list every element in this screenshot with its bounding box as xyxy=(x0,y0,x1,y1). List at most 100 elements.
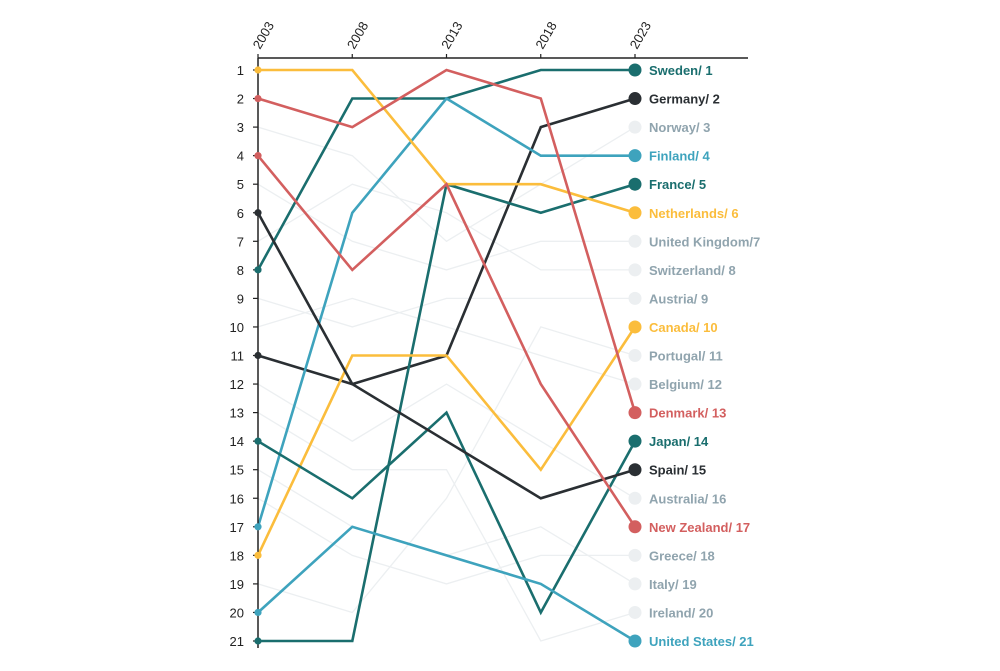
start-point-germany xyxy=(254,351,262,360)
start-point-sweden xyxy=(254,266,262,274)
end-point-new-zealand xyxy=(628,520,642,534)
y-tick-label: 11 xyxy=(231,349,245,364)
y-tick-label: 20 xyxy=(230,605,244,620)
highlighted-series-lines xyxy=(256,68,637,643)
start-point-spain xyxy=(254,209,262,217)
series-line-norway xyxy=(257,126,636,243)
series-line-united-kingdom xyxy=(257,183,635,271)
y-tick-label: 7 xyxy=(237,234,244,249)
end-point-portugal xyxy=(628,349,642,362)
series-points xyxy=(254,63,642,648)
series-line-denmark xyxy=(257,68,637,413)
y-tick-label: 13 xyxy=(230,406,244,421)
x-tick-label: 2018 xyxy=(532,19,559,52)
y-tick-label: 2 xyxy=(237,92,244,107)
series-line-ireland xyxy=(257,412,636,642)
end-label-italy: Italy/ 19 xyxy=(649,577,697,592)
y-tick-label: 12 xyxy=(230,377,244,392)
series-line-finland xyxy=(256,96,635,528)
end-point-belgium xyxy=(628,377,642,391)
x-tick-label: 2013 xyxy=(438,19,465,52)
end-label-portugal: Portugal/ 11 xyxy=(649,349,723,364)
start-point-canada xyxy=(254,551,262,559)
y-tick-label: 17 xyxy=(230,520,244,535)
end-point-germany xyxy=(628,92,642,106)
y-tick-label: 21 xyxy=(230,634,244,649)
end-label-sweden: Sweden/ 1 xyxy=(649,63,713,78)
start-point-finland xyxy=(254,523,262,531)
y-tick-label: 18 xyxy=(230,548,244,563)
end-label-australia: Australia/ 16 xyxy=(649,491,726,506)
series-line-japan xyxy=(257,410,637,616)
y-tick-label: 19 xyxy=(230,577,244,592)
end-label-denmark: Denmark/ 13 xyxy=(649,406,726,421)
series-line-portugal xyxy=(257,326,636,614)
series-line-united-states xyxy=(257,525,636,643)
end-point-finland xyxy=(628,149,642,163)
end-point-austria xyxy=(628,291,642,305)
end-point-united-states xyxy=(628,634,642,648)
end-point-canada xyxy=(628,320,642,334)
series-line-spain xyxy=(256,212,636,500)
series-line-belgium xyxy=(257,297,636,385)
end-label-new-zealand: New Zealand/ 17 xyxy=(649,520,750,535)
series-line-netherlands xyxy=(258,68,636,215)
series-line-switzerland xyxy=(257,183,635,271)
series-line-greece xyxy=(257,497,635,585)
end-point-sweden xyxy=(628,63,642,77)
x-tick-label: 2023 xyxy=(627,19,654,52)
end-point-italy xyxy=(628,577,642,591)
end-point-spain xyxy=(628,463,642,477)
end-label-japan: Japan/ 14 xyxy=(649,434,709,449)
start-point-japan xyxy=(254,437,262,445)
end-label-switzerland: Switzerland/ 8 xyxy=(649,263,736,278)
y-tick-label: 14 xyxy=(230,434,244,449)
y-tick-label: 9 xyxy=(237,291,244,306)
end-label-greece: Greece/ 18 xyxy=(649,548,715,563)
x-tick-label: 2003 xyxy=(250,19,277,52)
y-tick-label: 10 xyxy=(230,320,244,335)
end-label-spain: Spain/ 15 xyxy=(649,463,706,478)
end-point-denmark xyxy=(628,406,642,420)
end-label-netherlands: Netherlands/ 6 xyxy=(649,206,739,221)
start-point-netherlands xyxy=(254,66,262,74)
end-label-austria: Austria/ 9 xyxy=(649,291,708,306)
y-tick-label: 5 xyxy=(237,177,244,192)
end-label-france: France/ 5 xyxy=(649,177,706,192)
end-point-australia xyxy=(628,491,642,505)
end-point-united-kingdom xyxy=(628,234,642,248)
y-tick-label: 4 xyxy=(237,149,244,164)
y-tick-label: 1 xyxy=(237,63,244,78)
x-tick-label: 2008 xyxy=(344,19,371,52)
series-line-new-zealand xyxy=(256,154,637,528)
end-point-ireland xyxy=(628,605,642,619)
end-label-norway: Norway/ 3 xyxy=(649,120,710,135)
end-label-germany: Germany/ 2 xyxy=(649,92,720,107)
end-labels: Sweden/ 1 Germany/ 2 Norway/ 3 Finland/ 4 Fr… xyxy=(649,63,760,649)
y-tick-label: 8 xyxy=(237,263,244,278)
end-point-greece xyxy=(628,548,642,562)
start-point-united-states xyxy=(254,608,262,617)
y-tick-label: 3 xyxy=(237,120,244,135)
start-point-denmark xyxy=(254,94,262,103)
y-tick-label: 15 xyxy=(230,463,244,478)
series-line-canada xyxy=(256,326,637,556)
end-point-netherlands xyxy=(628,206,642,220)
end-label-belgium: Belgium/ 12 xyxy=(649,377,722,392)
start-point-france xyxy=(254,637,262,645)
end-label-united-kingdom: United Kingdom/7 xyxy=(649,234,760,249)
end-label-united-states: United States/ 21 xyxy=(649,634,754,649)
end-point-france xyxy=(628,177,642,191)
series-line-austria xyxy=(257,297,635,328)
end-point-switzerland xyxy=(628,263,642,277)
start-point-new-zealand xyxy=(254,152,262,160)
y-tick-label: 16 xyxy=(230,491,244,506)
muted-series-lines xyxy=(257,126,636,642)
y-tick-label: 6 xyxy=(237,206,244,221)
end-label-ireland: Ireland/ 20 xyxy=(649,605,713,620)
end-label-finland: Finland/ 4 xyxy=(649,149,710,164)
end-point-norway xyxy=(628,120,642,134)
end-point-japan xyxy=(628,434,642,448)
end-label-canada: Canada/ 10 xyxy=(649,320,718,335)
